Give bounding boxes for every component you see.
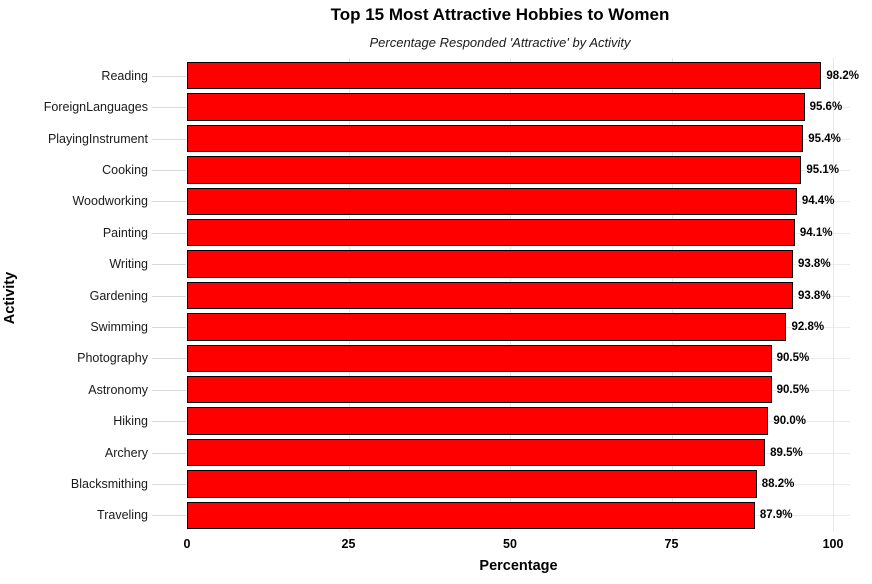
y-tick-mark [152, 389, 186, 391]
bar-gardening [187, 281, 793, 310]
y-tick-mark [152, 326, 186, 328]
bar-hiking [187, 407, 769, 435]
bar-writing [187, 250, 793, 278]
y-tick-mark [152, 232, 186, 234]
bar-foreignlanguages [187, 93, 805, 121]
bar-blacksmithing [187, 470, 757, 498]
y-tick-mark [152, 483, 186, 485]
y-tick-mark [152, 107, 186, 109]
x-tick-label-75: 75 [664, 537, 679, 551]
y-tick-mark [152, 75, 186, 77]
bar-traveling [187, 501, 755, 530]
bar-swimming [187, 313, 787, 341]
category-label-reading: Reading [101, 68, 148, 83]
y-tick-mark [152, 358, 186, 360]
y-tick-mark [152, 421, 186, 423]
bar-astronomy [187, 375, 772, 404]
y-axis-title: Activity [2, 271, 18, 325]
x-tick-label-0: 0 [183, 537, 191, 551]
y-tick-mark [152, 452, 186, 454]
y-tick-mark [152, 295, 186, 297]
value-label-foreignlanguages: 95.6% [809, 101, 843, 114]
bar-photography [187, 344, 772, 373]
bar-archery [187, 438, 766, 467]
value-label-cooking: 95.1% [806, 163, 839, 176]
category-label-astronomy: Astronomy [88, 382, 148, 397]
category-label-foreignlanguages: ForeignLanguages [43, 100, 148, 115]
bar-playinginstrument [187, 124, 804, 153]
category-label-writing: Writing [109, 257, 148, 272]
value-label-traveling: 87.9% [759, 509, 793, 522]
gridline-x-100 [833, 58, 834, 532]
value-label-swimming: 92.8% [791, 320, 825, 333]
x-tick-label-100: 100 [822, 537, 844, 551]
plot-panel: 98.2% 95.6% 95.4% 95.1% 94.4% 94.1% 93.8% 93.8%… [187, 58, 859, 532]
category-label-swimming: Swimming [90, 319, 148, 334]
value-label-archery: 89.5% [770, 446, 803, 459]
y-tick-mark [152, 264, 186, 266]
y-tick-mark [152, 201, 186, 203]
y-tick-mark [152, 515, 186, 517]
category-label-gardening: Gardening [89, 288, 148, 303]
category-label-woodworking: Woodworking [72, 194, 148, 209]
category-label-painting: Painting [102, 225, 148, 240]
bar-woodworking [187, 187, 797, 216]
value-label-photography: 90.5% [776, 352, 810, 365]
bar-painting [187, 218, 795, 247]
category-label-traveling: Traveling [97, 508, 148, 523]
category-label-cooking: Cooking [102, 162, 148, 177]
category-label-playinginstrument: PlayingInstrument [47, 131, 148, 146]
bar-cooking [187, 156, 802, 184]
category-label-hiking: Hiking [113, 414, 148, 429]
category-label-photography: Photography [77, 351, 148, 366]
category-label-blacksmithing: Blacksmithing [70, 476, 148, 491]
x-axis-title: Percentage [479, 558, 558, 574]
category-label-archery: Archery [104, 445, 148, 460]
value-label-playinginstrument: 95.4% [808, 132, 841, 145]
value-label-woodworking: 94.4% [801, 195, 835, 208]
value-label-blacksmithing: 88.2% [761, 477, 795, 490]
value-label-astronomy: 90.5% [776, 383, 810, 396]
y-tick-mark [152, 138, 186, 140]
bar-reading [187, 61, 822, 90]
value-label-hiking: 90.0% [773, 415, 806, 428]
chart-subtitle: Percentage Responded 'Attractive' by Act… [369, 35, 631, 50]
value-label-reading: 98.2% [826, 69, 859, 82]
value-label-gardening: 93.8% [797, 289, 831, 302]
value-label-writing: 93.8% [797, 258, 831, 271]
value-label-painting: 94.1% [799, 226, 833, 239]
x-tick-label-50: 50 [503, 537, 517, 551]
x-tick-label-25: 25 [341, 537, 356, 551]
y-tick-mark [152, 169, 186, 171]
chart-title: Top 15 Most Attractive Hobbies to Women [330, 5, 670, 24]
